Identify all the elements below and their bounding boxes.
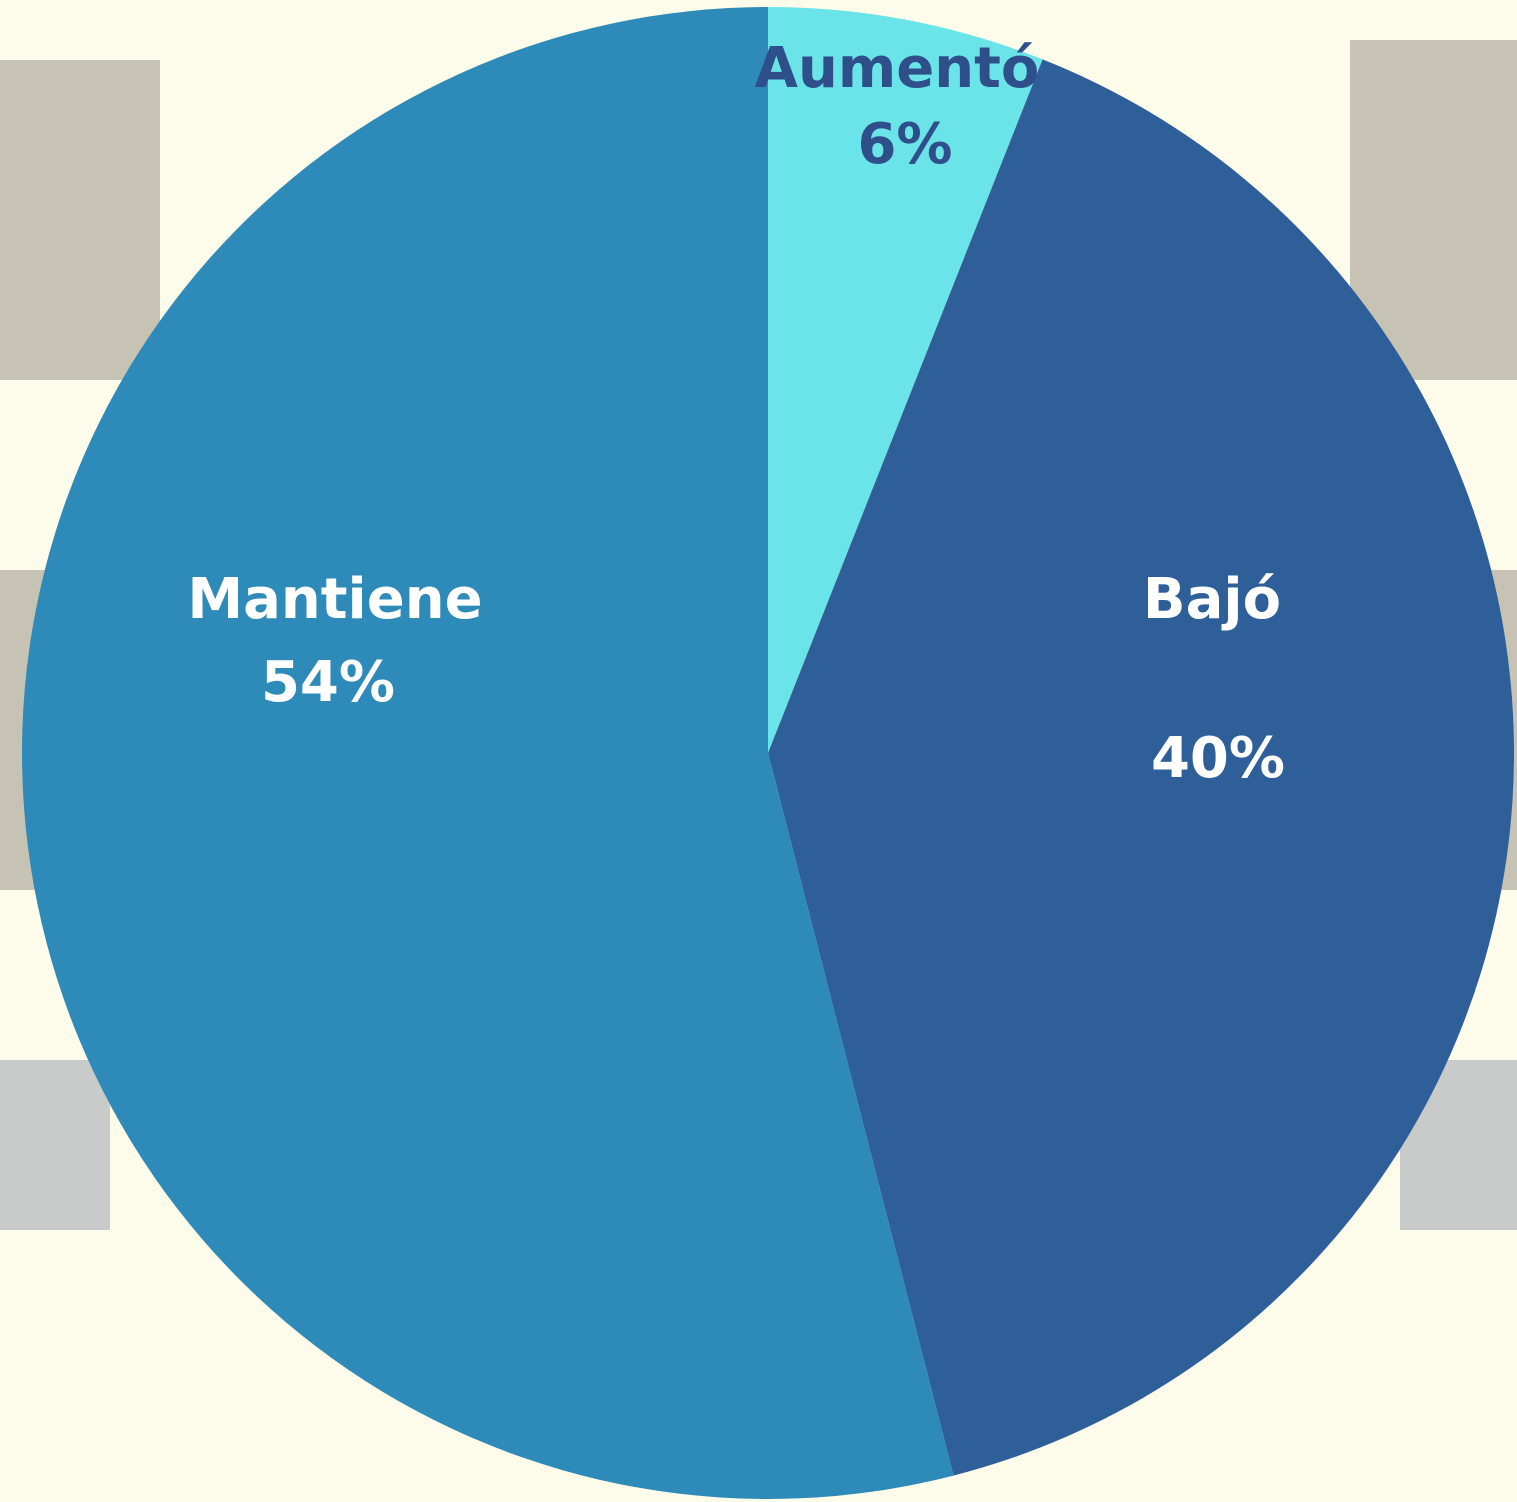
- value-label: 40%: [1151, 726, 1285, 791]
- slice-label: Bajó: [1143, 567, 1281, 632]
- slice-label: Aumentó: [755, 36, 1040, 101]
- pie-slice: [768, 7, 1043, 753]
- slice-label: Mantiene: [187, 567, 482, 632]
- pie-slice: [768, 59, 1514, 1476]
- value-label: 54%: [261, 650, 395, 715]
- watermark-shape: [0, 60, 160, 380]
- pie-slice: [22, 7, 954, 1499]
- watermark-shape: [0, 1060, 110, 1230]
- value-label: 6%: [857, 112, 952, 177]
